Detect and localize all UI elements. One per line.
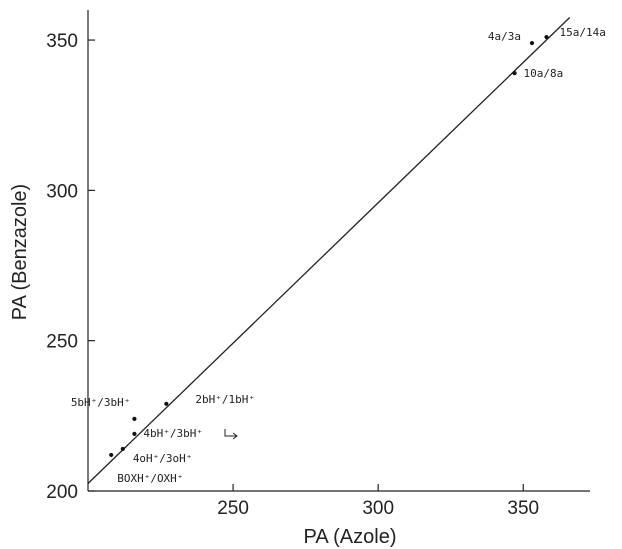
- data-points: [109, 34, 549, 458]
- x-tick-label: 250: [217, 498, 249, 519]
- leader-arrowhead: [232, 432, 238, 440]
- label-leader: [224, 429, 238, 440]
- data-point-label: 4bH⁺/3bH⁺: [143, 427, 203, 440]
- ticks: 250 300 350 200 250 300 350: [46, 31, 539, 519]
- data-point: [544, 34, 549, 40]
- point-labels: BOXH⁺/OXH⁺ 4oH⁺/3oH⁺ 4bH⁺/3bH⁺ 5bH⁺/3bH⁺ 2bH…: [71, 26, 606, 485]
- x-axis-title: PA (Azole): [304, 526, 397, 548]
- leader-line: [224, 429, 237, 437]
- x-tick-label: 300: [362, 498, 394, 519]
- y-tick-label: 350: [46, 31, 78, 52]
- data-point-label: 5bH⁺/3bH⁺: [71, 396, 131, 409]
- y-axis-title: PA (Benzazole): [9, 184, 31, 320]
- data-point-label: 4oH⁺/3oH⁺: [133, 452, 193, 465]
- y-tick-label: 200: [46, 482, 78, 503]
- data-point: [109, 452, 114, 458]
- data-point: [164, 401, 169, 406]
- fit-line: [87, 17, 571, 484]
- data-point: [120, 446, 125, 452]
- x-tick-label: 350: [507, 498, 539, 519]
- data-point-label: 15a/14a: [559, 26, 605, 39]
- data-point: [512, 71, 517, 76]
- axes: [87, 10, 590, 492]
- data-point-label: BOXH⁺/OXH⁺: [117, 472, 183, 485]
- data-point: [132, 431, 137, 436]
- y-tick-label: 300: [46, 181, 78, 202]
- data-point: [132, 416, 137, 421]
- data-point-label: 10a/8a: [524, 67, 564, 80]
- y-tick-label: 250: [46, 332, 78, 353]
- data-point-label: 4a/3a: [488, 30, 521, 43]
- data-point: [529, 40, 535, 46]
- data-point-label: 2bH⁺/1bH⁺: [195, 393, 255, 406]
